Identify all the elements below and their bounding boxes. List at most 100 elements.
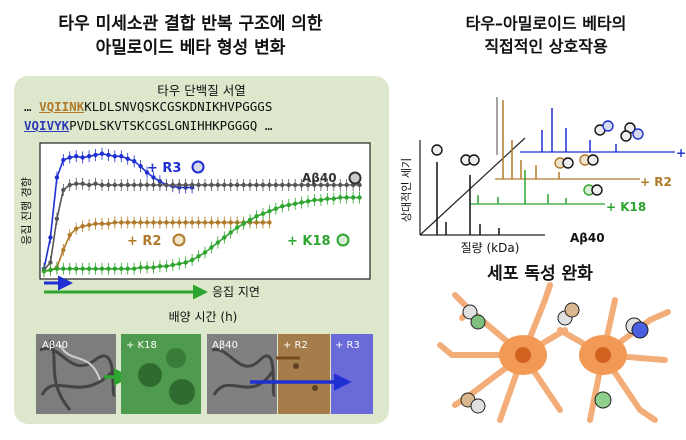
toxicity-title: 세포 독성 완화	[487, 264, 593, 284]
data-point-r2	[177, 220, 182, 225]
data-point-abeta	[209, 182, 214, 188]
data-point-r2	[80, 224, 85, 229]
data-point-k18	[241, 221, 246, 226]
data-point-k18	[189, 257, 195, 263]
data-point-abeta	[151, 182, 156, 188]
data-point-abeta	[119, 182, 124, 188]
data-point-k18	[222, 235, 227, 240]
data-point-abeta	[48, 260, 53, 265]
data-point-abeta	[106, 182, 111, 188]
data-point-k18	[312, 197, 317, 203]
data-point-k18	[74, 266, 79, 271]
data-point-abeta	[74, 181, 79, 186]
data-point-r2	[215, 220, 221, 225]
data-point-k18	[125, 266, 130, 271]
sequence-title: 타우 단백질 서열	[157, 83, 246, 98]
data-point-r3	[112, 154, 118, 159]
spectra-y-axis-label: 상대적인 세기	[400, 158, 413, 222]
data-point-k18	[325, 196, 330, 201]
data-point-abeta	[93, 181, 98, 186]
data-point-r2	[164, 220, 169, 225]
neuron-oligomers	[460, 302, 649, 414]
data-point-k18	[164, 264, 169, 269]
data-point-abeta	[164, 182, 169, 188]
data-point-abeta	[273, 182, 279, 188]
seq-line2-rest: PVDLSKVTSKCGSLGNIHHKPGGGQ …	[69, 118, 273, 133]
data-point-abeta	[144, 182, 150, 188]
data-point-r2	[138, 220, 143, 225]
tem-r3-image: + R3	[331, 334, 373, 414]
data-point-r2	[254, 220, 259, 225]
kinetics-series-layer	[41, 147, 362, 278]
data-point-r2	[112, 220, 118, 225]
data-point-k18	[350, 195, 356, 200]
oligomer-spheres	[431, 120, 644, 196]
data-point-r2	[170, 220, 175, 225]
data-point-k18	[119, 266, 124, 271]
data-point-abeta	[86, 182, 92, 188]
data-point-r3	[80, 155, 85, 160]
tem-abeta-image-2: Aβ40	[207, 334, 277, 414]
data-point-abeta	[331, 182, 336, 188]
data-point-r2	[61, 247, 66, 253]
tem-abeta-label: Aβ40	[42, 340, 68, 351]
data-point-k18	[247, 217, 253, 223]
data-point-r2	[222, 220, 227, 225]
data-point-k18	[41, 269, 47, 274]
data-point-r2	[157, 220, 163, 225]
data-point-k18	[61, 266, 66, 271]
data-point-abeta	[228, 182, 233, 188]
data-point-r2	[93, 221, 98, 226]
neurons-illustration	[437, 282, 671, 423]
peaks-k18	[477, 170, 567, 204]
data-point-abeta	[338, 182, 343, 188]
data-point-r2	[67, 232, 72, 238]
spectra-label-k18: + K18	[606, 200, 646, 214]
sequence-line-1: … VQIINKKLDLSNVQSKCGSKDNIKHVPGGGS	[24, 99, 272, 114]
data-point-k18	[151, 265, 156, 270]
data-point-r3	[131, 159, 137, 164]
data-point-r2	[99, 221, 105, 226]
data-point-r3	[119, 154, 124, 159]
data-point-abeta	[267, 182, 272, 188]
seq-line1-rest: KLDLSNVQSKCGSKDNIKHVPGGGS	[84, 99, 273, 114]
data-point-r3	[67, 155, 72, 160]
tem-k18-label: + K18	[126, 340, 157, 351]
data-point-abeta	[157, 182, 163, 188]
data-point-abeta	[112, 182, 118, 188]
data-point-abeta	[299, 182, 304, 188]
tem-r3-label: + R3	[335, 340, 360, 351]
data-point-abeta	[170, 182, 175, 188]
data-point-r2	[228, 220, 233, 225]
seq-highlight-vqivyk: VQIVYK	[24, 118, 70, 133]
data-point-k18	[273, 206, 279, 211]
data-point-k18	[157, 264, 163, 269]
data-point-r2	[131, 220, 137, 225]
right-title: 타우–아밀로이드 베타의 직접적인 상호작용	[410, 12, 682, 58]
data-point-r3	[86, 154, 92, 159]
marker-r3-icon	[191, 160, 205, 174]
spectra-x-axis-label: 질량 (kDa)	[461, 241, 520, 255]
data-point-abeta	[325, 182, 330, 188]
peaks-r3	[541, 108, 617, 152]
data-point-r3	[93, 152, 98, 158]
data-point-abeta	[183, 182, 188, 188]
seq-highlight-vqiink: VQIINK	[39, 99, 85, 114]
sequence-line-2: VQIVYKPVDLSKVTSKCGSLGNIHHKPGGGQ …	[24, 118, 272, 133]
data-point-k18	[138, 265, 143, 270]
data-point-k18	[170, 262, 175, 268]
data-point-abeta	[222, 182, 227, 188]
tem-k18-image: + K18	[121, 334, 201, 414]
data-point-r3	[74, 154, 79, 159]
data-point-k18	[299, 200, 304, 205]
data-point-abeta	[125, 182, 130, 188]
data-point-k18	[144, 265, 150, 270]
kinetics-y-axis-label: 응집 진행 경향	[20, 177, 33, 245]
data-point-r3	[125, 156, 130, 161]
data-point-r3	[144, 170, 150, 175]
data-point-r2	[196, 220, 201, 225]
data-point-r2	[267, 220, 272, 225]
data-point-k18	[318, 197, 324, 203]
data-point-k18	[112, 266, 118, 271]
data-point-abeta	[312, 182, 317, 188]
